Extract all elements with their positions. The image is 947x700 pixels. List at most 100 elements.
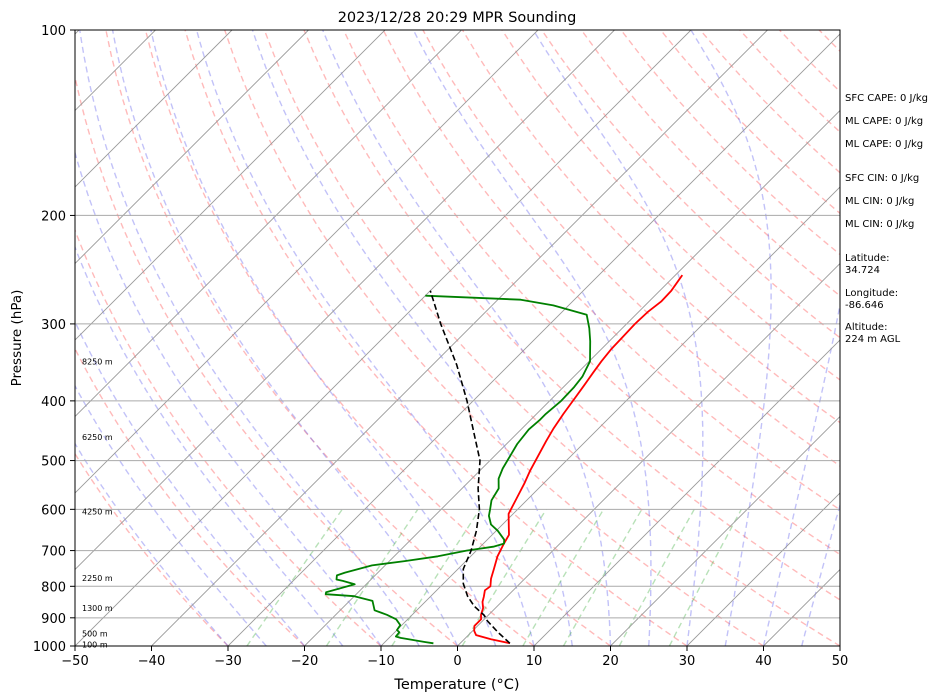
- thermo-background-lines: [0, 30, 840, 646]
- moist-adiabat-line: [801, 502, 840, 646]
- altitude-stat: Altitude: 224 m AGL: [845, 322, 901, 345]
- plot-frame: [74, 29, 841, 647]
- isotherm-line: [457, 262, 840, 646]
- dry-adiabat-line: [75, 73, 458, 646]
- height-label: 2250 m: [82, 574, 113, 583]
- isotherm-line: [227, 33, 840, 646]
- dry-adiabat-line: [342, 30, 840, 556]
- x-tick-label: −40: [138, 654, 165, 669]
- x-tick-label: 20: [602, 654, 619, 669]
- isotherm-line: [0, 30, 3, 646]
- series-line-2: [429, 290, 511, 644]
- y-tick-label: 600: [41, 503, 66, 518]
- y-tick-label: 800: [41, 580, 66, 595]
- y-tick-label: 200: [41, 209, 66, 224]
- dry-adiabat-line: [75, 228, 382, 646]
- mixing-ratio-line: [668, 508, 742, 646]
- moist-adiabat-line: [75, 384, 267, 646]
- moist-adiabat-line: [150, 30, 497, 646]
- isotherm-line: [75, 30, 462, 418]
- moist-adiabat-line: [111, 30, 459, 646]
- sfc-cape-stat: SFC CAPE: 0 J/kg: [845, 93, 928, 104]
- x-tick-label: 40: [755, 654, 772, 669]
- ml-cin-stat-2: ML CIN: 0 J/kg: [845, 219, 915, 230]
- isotherm-line: [75, 30, 615, 571]
- ml-cape-stat-2: ML CAPE: 0 J/kg: [845, 139, 924, 150]
- height-label: 4250 m: [82, 508, 113, 517]
- dry-adiabat-line: [75, 452, 229, 646]
- isotherm-line: [686, 492, 840, 646]
- mixing-ratio-line: [461, 508, 547, 646]
- x-tick-label: 10: [526, 654, 543, 669]
- series-line-1: [324, 294, 592, 645]
- profile-series: [324, 274, 684, 645]
- moist-adiabat-line: [75, 442, 229, 646]
- y-tick-label: 900: [41, 612, 66, 627]
- x-tick-label: −50: [61, 654, 88, 669]
- moist-adiabat-line: [532, 30, 704, 646]
- ml-cape-stat: ML CAPE: 0 J/kg: [845, 116, 924, 127]
- isotherm-line: [304, 109, 840, 646]
- moist-adiabat-line: [195, 30, 535, 646]
- height-label: 100 m: [82, 641, 108, 650]
- isotherm-line: [610, 415, 840, 646]
- height-label: 8250 m: [82, 357, 113, 366]
- moist-adiabat-line: [75, 150, 382, 646]
- x-tick-label: −10: [367, 654, 394, 669]
- height-label: 500 m: [82, 630, 108, 639]
- moist-adiabat-line: [322, 30, 612, 646]
- isobar-gridlines: [75, 214, 840, 619]
- y-tick-label: 400: [41, 395, 66, 410]
- x-tick-label: 30: [679, 654, 696, 669]
- y-tick-label: 500: [41, 455, 66, 470]
- isotherm-line: [75, 30, 539, 494]
- mixing-ratio-line: [246, 508, 343, 646]
- y-tick-label: 300: [41, 318, 66, 333]
- isotherm-line: [75, 30, 692, 646]
- moist-adiabat-line: [412, 30, 652, 646]
- x-tick-label: 0: [453, 654, 461, 669]
- moist-adiabat-line: [79, 30, 420, 646]
- dry-adiabat-line: [224, 30, 764, 646]
- moist-adiabat-line: [762, 301, 840, 646]
- series-line-0: [473, 274, 684, 645]
- chart-title: 2023/12/28 20:29 MPR Sounding: [338, 10, 577, 26]
- y-tick-label: 100: [41, 24, 66, 39]
- dry-adiabat-line: [184, 30, 688, 646]
- dry-adiabat-line: [75, 347, 305, 646]
- moist-adiabat-line: [251, 30, 573, 646]
- sfc-cin-stat: SFC CIN: 0 J/kg: [845, 173, 920, 184]
- dry-adiabat-line: [382, 30, 840, 511]
- y-tick-label: 1000: [33, 640, 66, 655]
- dry-adiabat-line: [580, 30, 840, 297]
- x-axis-label: Temperature (°C): [393, 677, 519, 693]
- moist-adiabat-line: [75, 245, 344, 646]
- mixing-ratio-line: [562, 508, 643, 646]
- ml-cin-stat: ML CIN: 0 J/kg: [845, 196, 915, 207]
- latitude-stat: Latitude: 34.724: [845, 253, 890, 276]
- dry-adiabat-line: [422, 30, 840, 467]
- isotherm-line: [75, 30, 309, 265]
- longitude-stat: Longitude: -86.646: [845, 288, 899, 311]
- height-label: 1300 m: [82, 604, 113, 613]
- mixing-ratio-line: [522, 508, 605, 646]
- dry-adiabat-line: [303, 30, 840, 601]
- isotherm-line: [533, 339, 840, 646]
- x-tick-label: −30: [214, 654, 241, 669]
- x-tick-label: 50: [832, 654, 849, 669]
- isotherm-line: [75, 30, 386, 341]
- dry-adiabat-line: [105, 30, 535, 646]
- x-tick-label: −20: [291, 654, 318, 669]
- y-axis-ticks: 1000 900 800 700 600 500 400 300 200 100: [33, 24, 75, 655]
- moist-adiabat-line: [690, 30, 772, 646]
- dry-adiabat-line: [144, 30, 611, 646]
- y-tick-label: 700: [41, 545, 66, 560]
- isotherm-line: [75, 30, 233, 188]
- y-axis-label: Pressure (hPa): [9, 290, 25, 387]
- dry-adiabat-line: [263, 30, 840, 646]
- height-label: 6250 m: [82, 433, 113, 442]
- isotherm-line: [380, 186, 840, 646]
- x-axis-ticks: −50 −40 −30 −20 −10 0 10 20 30 40 50: [61, 646, 848, 669]
- height-labels: 100 m 500 m 1300 m 2250 m 4250 m 6250 m 8250 m: [82, 357, 113, 649]
